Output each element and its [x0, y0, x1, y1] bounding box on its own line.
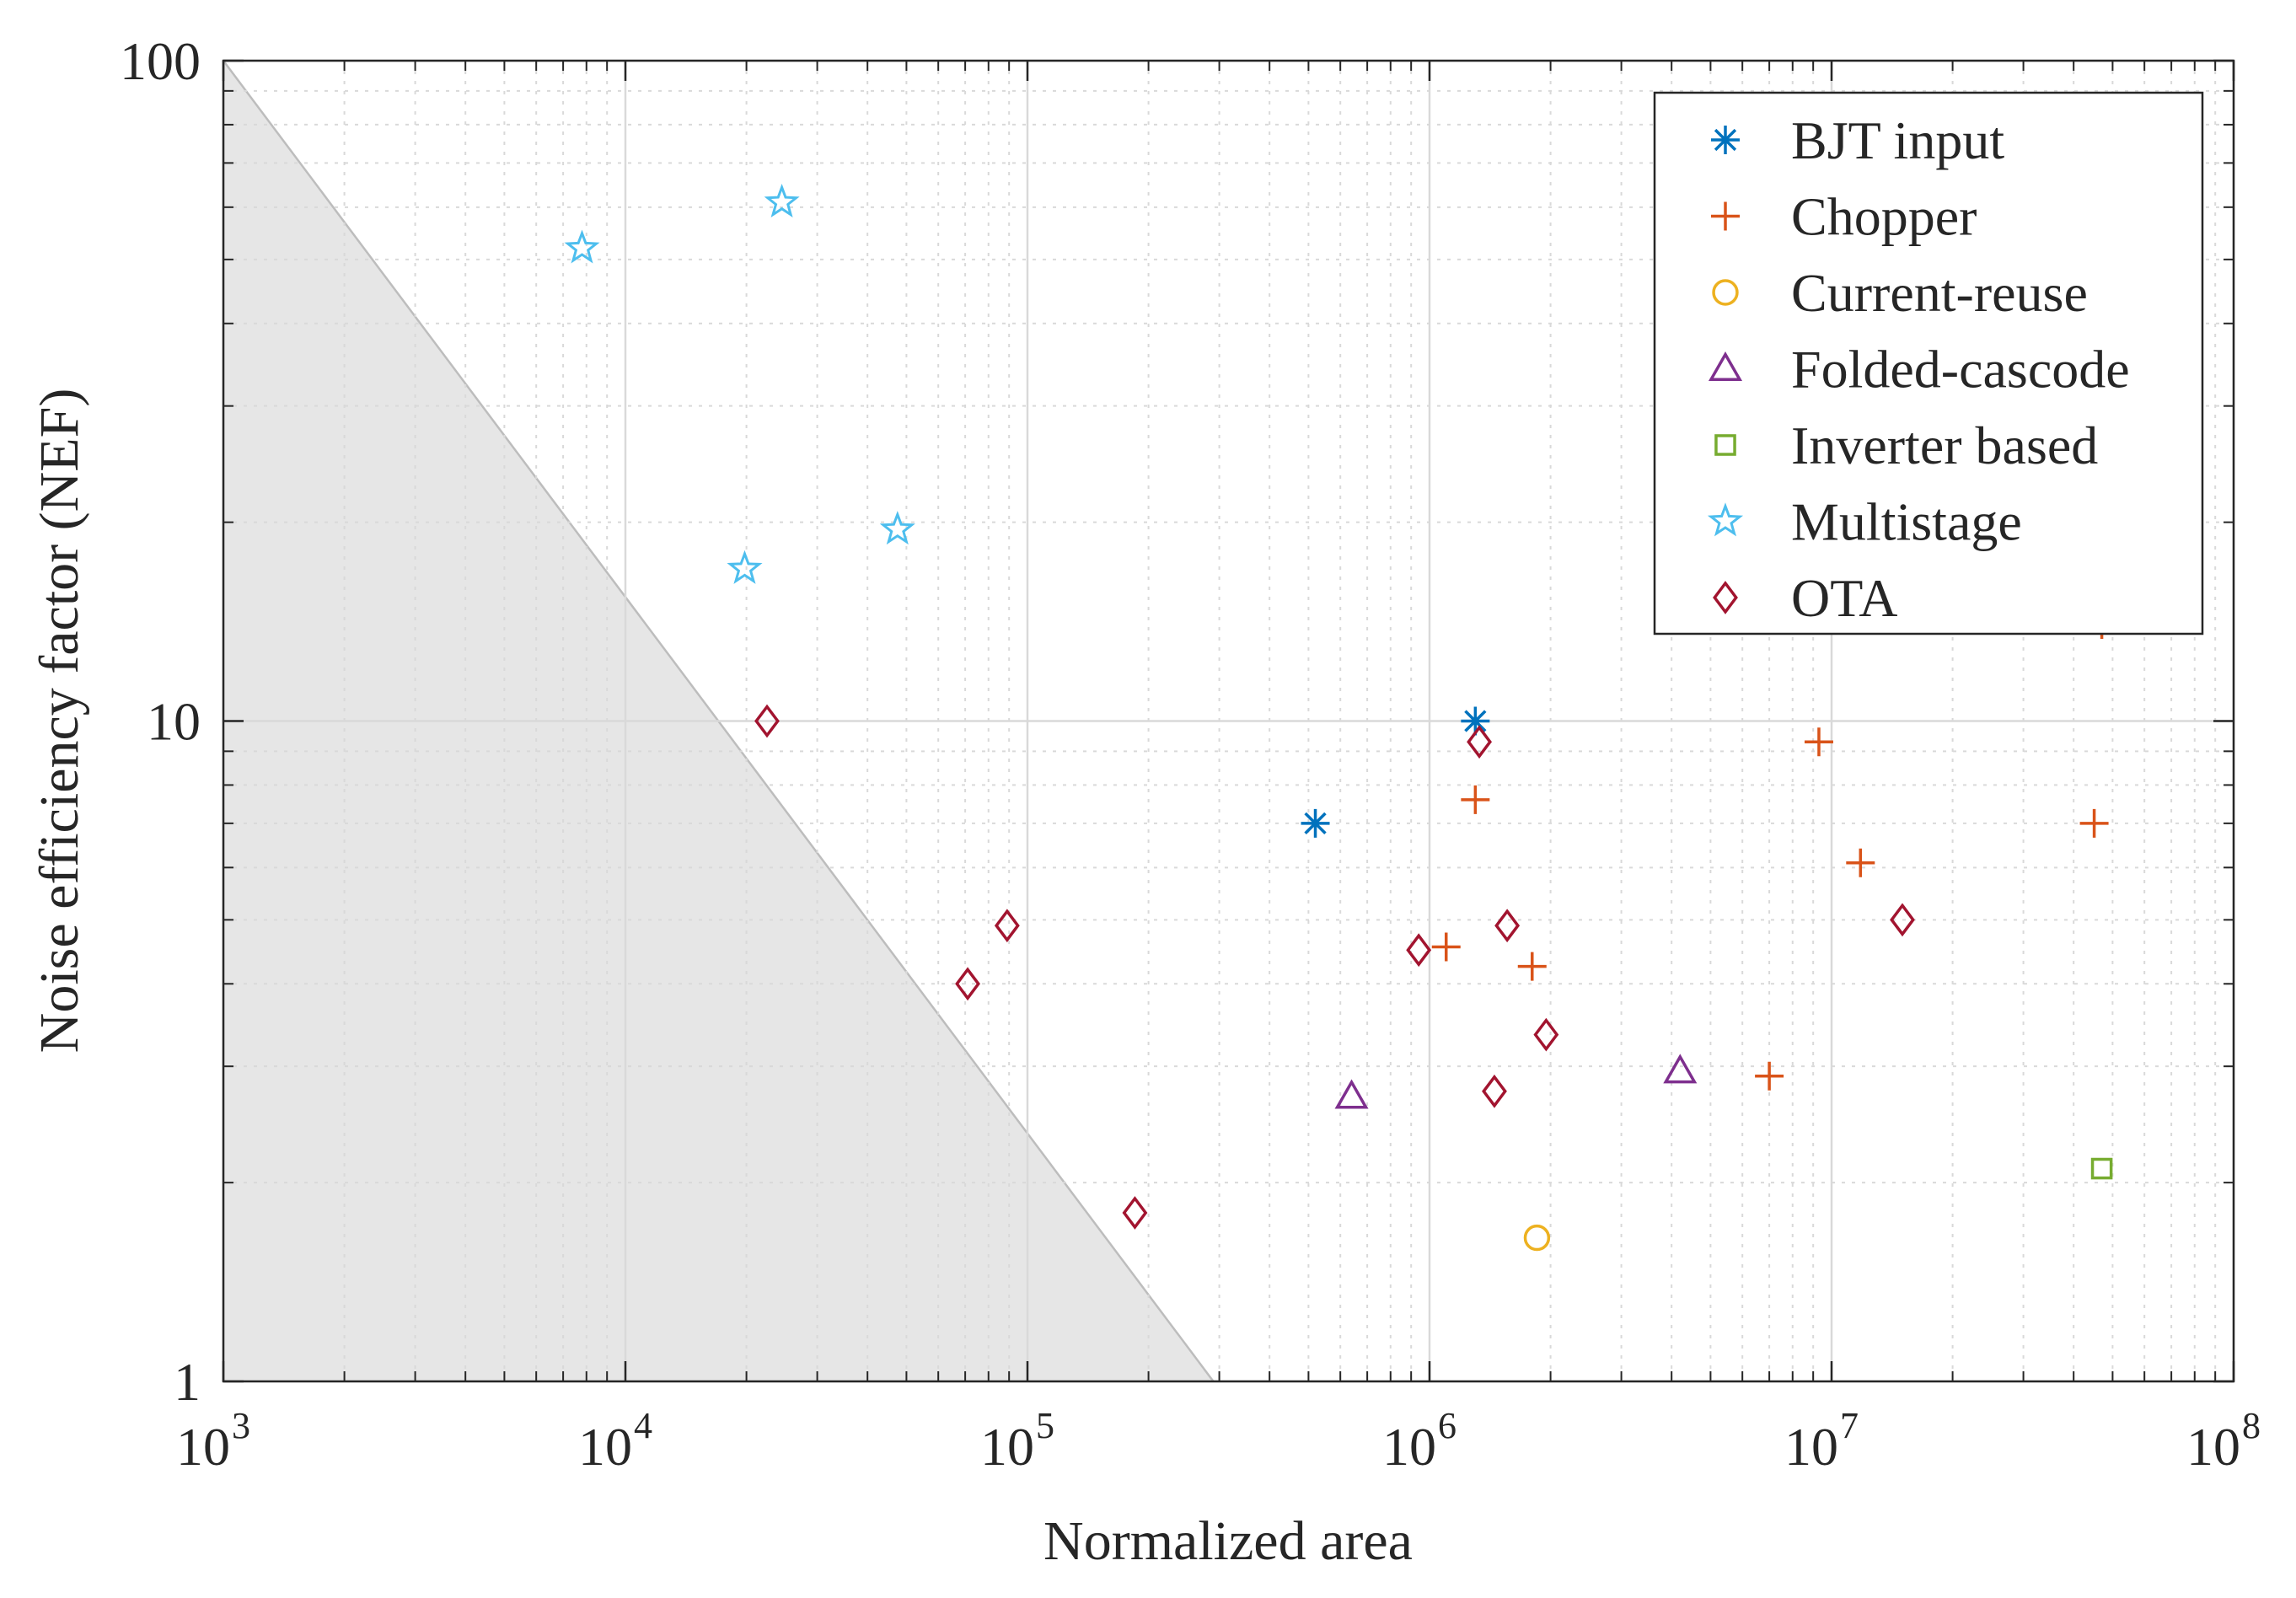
legend-label-bjt-input: BJT input — [1791, 110, 2004, 170]
point-ota — [955, 967, 980, 1001]
point-chopper — [1755, 1061, 1784, 1091]
point-current-reuse — [1523, 1224, 1551, 1252]
x-tick-exponent: 8 — [2242, 1405, 2261, 1446]
x-tick-exponent: 5 — [1036, 1405, 1054, 1446]
legend-box — [1653, 91, 2204, 635]
x-tick-exponent: 7 — [1840, 1405, 1859, 1446]
point-chopper — [1461, 785, 1490, 814]
y-tick-label: 10 — [147, 692, 201, 752]
point-chopper — [1517, 952, 1547, 981]
legend-marker-multistage — [1707, 502, 1744, 537]
point-chopper — [1431, 932, 1461, 962]
point-folded-cascode — [1334, 1079, 1369, 1109]
legend-entries: BJT input Chopper Current-reuse Folded-casc… — [1707, 110, 2130, 628]
legend-marker-chopper — [1711, 201, 1740, 231]
point-multistage — [727, 550, 763, 584]
legend-marker-bjt-input — [1711, 126, 1740, 154]
x-tick-label: 106 — [1382, 1405, 1456, 1477]
legend-label-multistage: Multistage — [1791, 492, 2022, 552]
tick-marks-layer — [222, 59, 2235, 1383]
legend-marker-ota — [1713, 581, 1738, 614]
point-multistage — [564, 229, 600, 264]
point-chopper — [1846, 848, 1875, 877]
point-bjt-input — [1301, 808, 1330, 838]
point-ota — [1890, 903, 1915, 937]
point-ota — [1406, 933, 1432, 968]
legend-label-chopper: Chopper — [1791, 187, 1977, 247]
y-axis-label: Noise efficiency factor (NEF) — [29, 389, 90, 1054]
x-tick-label: 105 — [980, 1405, 1054, 1477]
point-ota — [754, 704, 780, 738]
y-tick-label: 1 — [174, 1352, 201, 1412]
point-ota — [1467, 725, 1493, 759]
x-tick-label: 104 — [578, 1405, 652, 1477]
point-multistage — [879, 511, 915, 545]
point-chopper — [1804, 727, 1833, 757]
point-inverter-based — [2090, 1157, 2113, 1180]
point-ota — [1122, 1196, 1148, 1230]
x-axis-label: Normalized area — [1043, 1510, 1413, 1572]
point-ota — [1482, 1074, 1507, 1108]
legend-label-inverter-based: Inverter based — [1791, 416, 2098, 475]
point-ota — [994, 909, 1020, 943]
legend-marker-inverter-based — [1714, 434, 1736, 456]
point-multistage — [764, 184, 800, 218]
point-folded-cascode — [1663, 1054, 1698, 1084]
x-tick-exponent: 4 — [634, 1405, 652, 1446]
legend-marker-current-reuse — [1712, 279, 1739, 306]
data-points-layer — [564, 184, 2116, 1252]
x-tick-exponent: 3 — [232, 1405, 250, 1446]
legend: BJT input Chopper Current-reuse Folded-casc… — [1653, 91, 2204, 635]
x-tick-exponent: 6 — [1438, 1405, 1456, 1446]
point-ota — [1494, 909, 1521, 943]
legend-marker-folded-cascode — [1708, 351, 1743, 381]
y-tick-label: 100 — [120, 31, 201, 91]
grid-layer — [222, 59, 2235, 1383]
point-bjt-input — [1461, 706, 1490, 736]
legend-label-ota: OTA — [1791, 568, 1897, 628]
legend-label-folded-cascode: Folded-cascode — [1791, 340, 2130, 400]
point-chopper — [2079, 808, 2109, 838]
point-ota — [1533, 1017, 1559, 1052]
legend-label-current-reuse: Current-reuse — [1791, 263, 2088, 323]
